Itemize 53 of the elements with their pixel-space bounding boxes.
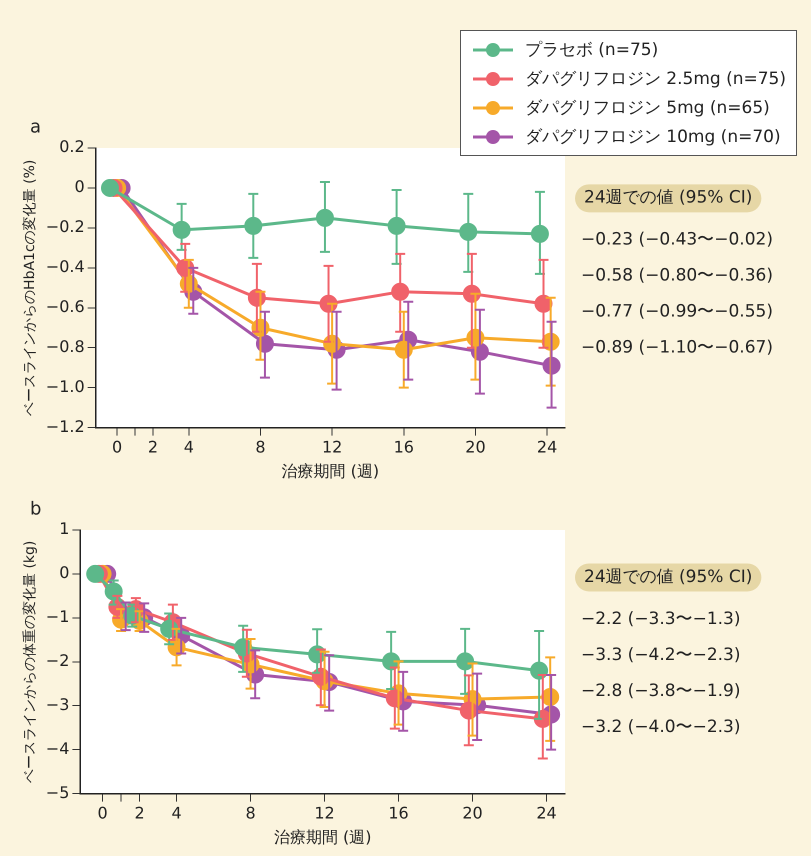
- text: −2.2 (−3.3〜−1.3): [581, 608, 741, 629]
- legend-label: ダパグリフロジン 10mg (n=70): [524, 126, 781, 148]
- text: 24週での値 (95% CI): [584, 566, 752, 587]
- x-tick-label: 16: [394, 437, 414, 456]
- point: [86, 564, 104, 583]
- text: −0.23 (−0.43〜−0.02): [581, 230, 773, 250]
- y-tick-label: −0.4: [46, 256, 85, 276]
- y-tick-label: −2: [46, 650, 70, 670]
- legend-label: ダパグリフロジン 2.5mg (n=75): [524, 68, 786, 90]
- x-tick-label: 24: [536, 803, 557, 822]
- legend-label: プラセボ (n=75): [524, 39, 658, 61]
- x-tick-label: 2: [148, 437, 158, 456]
- text: −0.89 (−1.10〜−0.67): [581, 338, 773, 358]
- chart-title: a: [30, 116, 42, 138]
- text: −0.77 (−0.99〜−0.55): [581, 302, 773, 322]
- x-tick-label: 16: [388, 803, 409, 822]
- x-tick-label: 0: [97, 803, 108, 822]
- y-tick-label: −1.0: [46, 376, 85, 396]
- text: −2.8 (−3.8〜−1.9): [581, 680, 741, 701]
- x-axis-title: 治療期間 (週): [282, 462, 380, 481]
- x-tick-label: 8: [245, 803, 256, 822]
- legend-label: ダパグリフロジン 5mg (n=65): [524, 97, 770, 119]
- x-tick-label: 2: [134, 803, 145, 822]
- y-tick-label: −3: [46, 694, 70, 714]
- y-tick-label: 0.2: [59, 137, 85, 156]
- text: −3.2 (−4.0〜−2.3): [581, 716, 741, 737]
- y-tick-label: −1: [46, 607, 70, 626]
- text: −0.58 (−0.80〜−0.36): [581, 266, 773, 286]
- y-tick-label: −4: [46, 738, 70, 758]
- y-tick-label: 1: [59, 519, 70, 538]
- point: [100, 178, 119, 197]
- x-tick-label: 24: [536, 437, 558, 456]
- x-tick-label: 20: [462, 803, 483, 822]
- x-axis-title: 治療期間 (週): [274, 828, 372, 847]
- y-axis-title: ベースラインからのHbA1cの変化量 (%): [22, 160, 38, 416]
- text: 24週での値 (95% CI): [584, 188, 752, 208]
- text: −3.3 (−4.2〜−2.3): [581, 644, 741, 665]
- x-tick-label: 20: [465, 437, 486, 456]
- x-tick-label: 0: [112, 437, 122, 456]
- x-tick-label: 12: [314, 803, 335, 822]
- y-tick-label: −5: [46, 782, 70, 802]
- x-tick-label: 8: [255, 437, 266, 456]
- y-tick-label: −1.2: [46, 416, 85, 436]
- y-axis-title: ベースラインからの体重の変化量 (kg): [22, 540, 38, 783]
- y-tick-label: 0: [59, 563, 70, 582]
- x-tick-label: 4: [171, 803, 182, 822]
- y-tick-label: −0.6: [46, 296, 85, 316]
- chart-title: b: [30, 498, 42, 520]
- y-tick-label: −0.8: [46, 336, 85, 356]
- y-tick-label: 0: [74, 177, 85, 196]
- y-tick-label: −0.2: [46, 217, 85, 236]
- x-tick-label: 4: [184, 437, 194, 456]
- x-tick-label: 12: [322, 437, 342, 456]
